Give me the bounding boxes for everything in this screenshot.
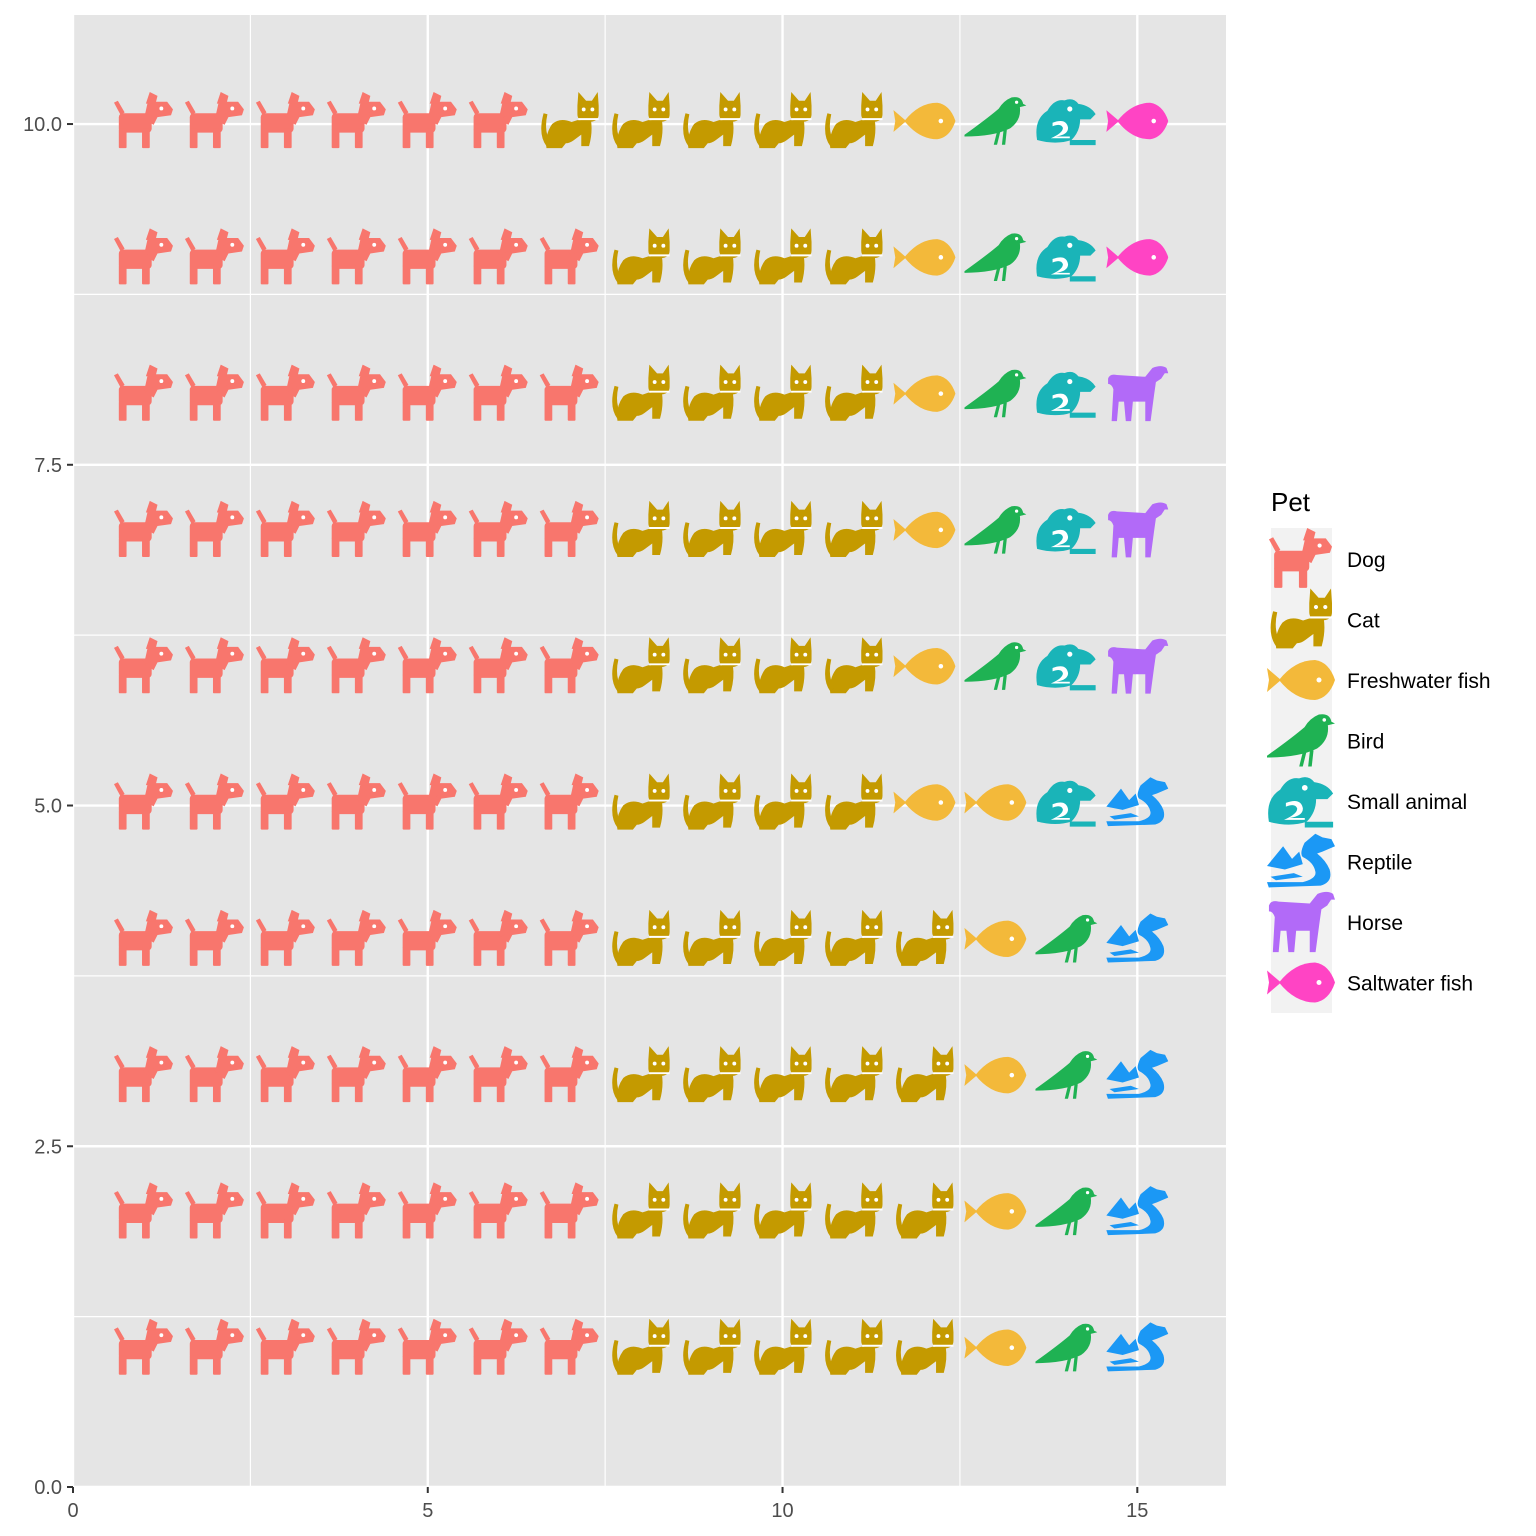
legend-label: Dog [1347, 549, 1386, 572]
legend: Pet Dog Cat Freshwater fish Bird Small animal… [1267, 487, 1491, 1013]
y-tick-label: 5.0 [34, 796, 62, 818]
legend-label: Saltwater fish [1347, 973, 1473, 996]
legend-label: Horse [1347, 912, 1403, 935]
legend-label: Cat [1347, 610, 1380, 633]
legend-label: Bird [1347, 731, 1384, 754]
y-tick-label: 2.5 [34, 1136, 62, 1158]
axes: 0 5 10 15 0.0 2.5 5.0 7.5 10.0 [23, 114, 1148, 1522]
legend-title: Pet [1271, 487, 1311, 517]
legend-label: Freshwater fish [1347, 670, 1491, 693]
legend-label: Reptile [1347, 852, 1412, 875]
legend-label: Small animal [1347, 791, 1467, 814]
y-tick-label: 7.5 [34, 455, 62, 477]
x-tick-label: 5 [422, 1500, 433, 1522]
x-tick-label: 10 [771, 1500, 793, 1522]
x-tick-label: 0 [67, 1500, 78, 1522]
y-tick-label: 0.0 [34, 1477, 62, 1499]
y-tick-label: 10.0 [23, 114, 62, 136]
x-tick-label: 15 [1126, 1500, 1148, 1522]
